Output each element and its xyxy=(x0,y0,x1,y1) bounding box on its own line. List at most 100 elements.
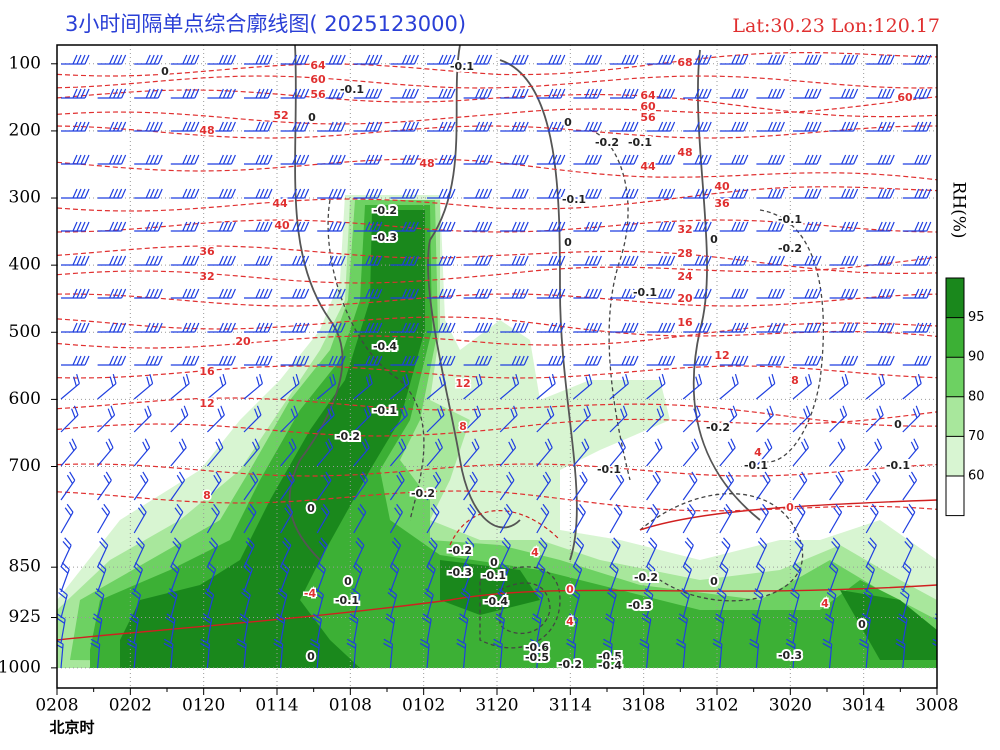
omega-label: -0.4 xyxy=(598,659,622,672)
barb-flag xyxy=(332,255,338,266)
barb-flag xyxy=(190,88,196,99)
barb-flag xyxy=(548,376,553,387)
barb-flag xyxy=(853,88,859,99)
barb-flag xyxy=(438,221,444,232)
grid xyxy=(57,45,937,688)
wind-barb xyxy=(756,355,785,366)
barb-flag xyxy=(804,355,810,366)
barb-flag xyxy=(340,288,346,299)
barb-flag xyxy=(645,565,654,574)
barb-flag xyxy=(560,88,566,99)
barb-flag xyxy=(914,255,920,266)
barb-flag xyxy=(666,355,672,366)
barb-flag xyxy=(666,88,672,99)
barb-flag xyxy=(617,441,624,451)
barb-flag xyxy=(316,565,325,574)
wind-barb xyxy=(207,88,236,99)
barb-flag xyxy=(256,376,260,387)
barb-flag xyxy=(548,255,554,266)
barb-shaft xyxy=(756,383,776,400)
barb-flag xyxy=(938,566,948,573)
wind-barb xyxy=(131,588,141,619)
barb-flag xyxy=(68,441,75,451)
barb-flag xyxy=(581,441,587,451)
barb-flag xyxy=(508,441,514,451)
barb-flag xyxy=(222,355,228,366)
barb-flag xyxy=(103,503,111,513)
barb-flag xyxy=(340,355,346,366)
temperature-line xyxy=(57,219,937,233)
barb-flag xyxy=(405,54,411,65)
barb-flag xyxy=(658,221,664,232)
barb-flag xyxy=(76,54,82,65)
barb-flag xyxy=(867,541,876,550)
barb-flag xyxy=(304,322,310,333)
barb-flag xyxy=(149,355,155,366)
wind-barb xyxy=(863,588,873,619)
barb-shaft xyxy=(902,447,919,467)
barb-flag xyxy=(157,322,163,333)
barb-flag xyxy=(877,355,883,366)
barb-flag xyxy=(222,154,228,165)
wind-barb xyxy=(646,355,676,366)
barb-flag xyxy=(373,221,379,232)
barb-flag xyxy=(515,221,521,232)
barb-flag xyxy=(359,474,366,484)
barb-flag xyxy=(401,188,407,199)
barb-flag xyxy=(588,54,594,65)
wind-barb xyxy=(316,438,334,467)
barb-flag xyxy=(853,121,859,132)
barb-flag xyxy=(657,438,663,448)
barb-flag xyxy=(113,288,119,299)
barb-flag xyxy=(84,322,90,333)
barb-flag xyxy=(263,221,269,232)
barb-shaft xyxy=(316,569,326,593)
wind-barb xyxy=(206,405,225,433)
barb-flag xyxy=(101,507,109,517)
barb-flag xyxy=(442,288,448,299)
wind-barb xyxy=(60,471,76,501)
barb-flag xyxy=(519,121,525,132)
barb-flag xyxy=(625,355,631,366)
wind-barb xyxy=(60,373,80,400)
barb-flag xyxy=(560,255,566,266)
barb-flag xyxy=(941,538,951,545)
barb-flag xyxy=(621,255,627,266)
barb-flag xyxy=(698,288,704,299)
barb-flag xyxy=(329,376,334,387)
barb-flag xyxy=(649,537,658,546)
barb-flag xyxy=(373,121,379,132)
barb-flag xyxy=(373,255,379,266)
wind-barb xyxy=(390,88,419,99)
barb-flag xyxy=(764,441,770,451)
barb-flag xyxy=(694,255,700,266)
barb-flag xyxy=(548,121,554,132)
barb-flag xyxy=(845,121,851,132)
barb-flag xyxy=(605,613,615,620)
barb-flag xyxy=(348,617,358,624)
barb-flag xyxy=(163,642,173,649)
barb-flag xyxy=(779,88,785,99)
barb-flag xyxy=(731,288,737,299)
barb-flag xyxy=(72,288,78,299)
barb-flag xyxy=(72,54,78,65)
wind-barb xyxy=(536,562,546,593)
barb-flag xyxy=(523,88,529,99)
barb-flag xyxy=(511,322,517,333)
barb-flag xyxy=(914,355,920,366)
barb-flag xyxy=(548,221,554,232)
barb-shaft xyxy=(60,644,64,669)
barb-flag xyxy=(230,88,236,99)
barb-flag xyxy=(574,562,583,570)
barb-flag xyxy=(254,438,260,448)
barb-flag xyxy=(845,188,851,199)
wind-barb xyxy=(275,613,286,644)
wind-barb xyxy=(463,503,477,534)
wind-barb xyxy=(829,255,859,266)
barb-flag xyxy=(137,537,145,546)
barb-flag xyxy=(659,405,665,416)
barb-flag xyxy=(926,255,932,266)
barb-flag xyxy=(584,154,590,165)
wind-barb xyxy=(170,288,200,299)
barb-flag xyxy=(678,617,688,624)
